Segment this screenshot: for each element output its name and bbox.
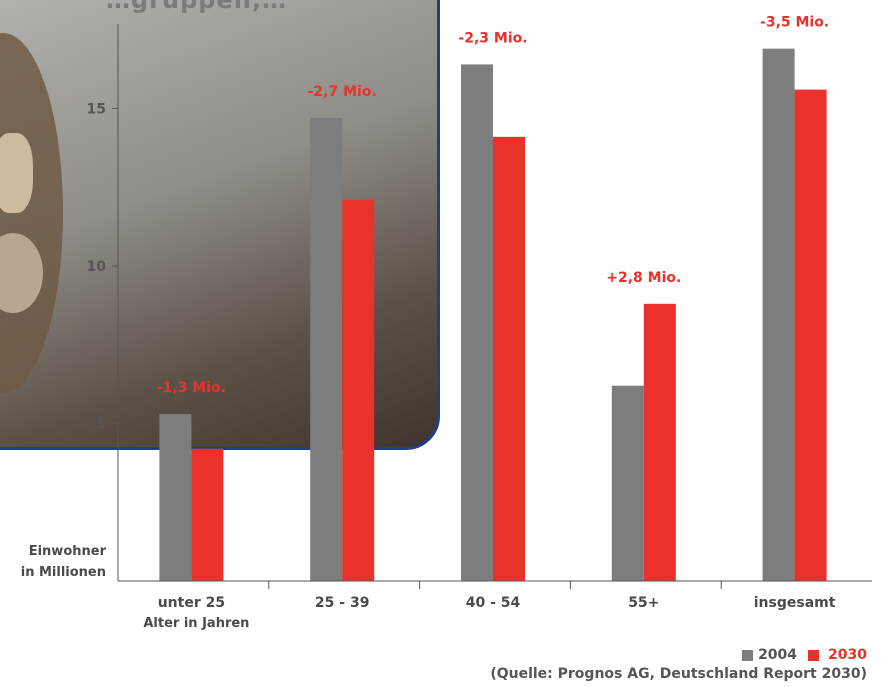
- change-annotation-0: -1,3 Mio.: [157, 380, 226, 396]
- bar-2004-0: [159, 414, 192, 581]
- bar-2030-0: [191, 448, 224, 581]
- category-label-4: insgesamt: [754, 595, 836, 611]
- bar-2030-1: [342, 199, 375, 581]
- change-annotation-3: +2,8 Mio.: [606, 270, 681, 286]
- bar-2004-4: [762, 48, 795, 581]
- legend-label-2004: 2004: [758, 647, 798, 663]
- y-tick-label: 5: [96, 417, 106, 433]
- source-note: (Quelle: Prognos AG, Deutschland Report …: [490, 666, 867, 682]
- bar-2030-2: [493, 136, 525, 581]
- change-annotation-2: -2,3 Mio.: [458, 30, 527, 46]
- category-label-2: 40 - 54: [466, 595, 521, 611]
- change-annotation-4: -3,5 Mio.: [760, 15, 829, 31]
- bar-2030-3: [643, 303, 676, 581]
- legend-swatch-2004: [742, 649, 754, 661]
- page-title: …gruppen,…: [106, 0, 287, 14]
- bar-2004-2: [461, 64, 493, 581]
- bar-2004-3: [611, 385, 644, 581]
- x-axis-title: Alter in Jahren: [143, 616, 249, 631]
- y-axis-title-line-2: in Millionen: [21, 565, 106, 580]
- change-annotation-1: -2,7 Mio.: [308, 84, 377, 100]
- legend-swatch-2030: [808, 649, 820, 661]
- y-axis-title: Einwohner in Millionen: [21, 544, 107, 580]
- y-tick-label: 10: [87, 259, 107, 275]
- legend: 2004 2030: [742, 647, 867, 663]
- category-label-0: unter 25: [158, 595, 225, 611]
- y-axis-title-line-1: Einwohner: [29, 544, 107, 559]
- category-label-1: 25 - 39: [315, 595, 370, 611]
- bar-2004-1: [310, 117, 343, 581]
- category-label-3: 55+: [628, 595, 659, 611]
- bar-2030-4: [794, 89, 827, 581]
- y-tick-label: 15: [87, 102, 106, 118]
- legend-label-2030: 2030: [828, 647, 867, 663]
